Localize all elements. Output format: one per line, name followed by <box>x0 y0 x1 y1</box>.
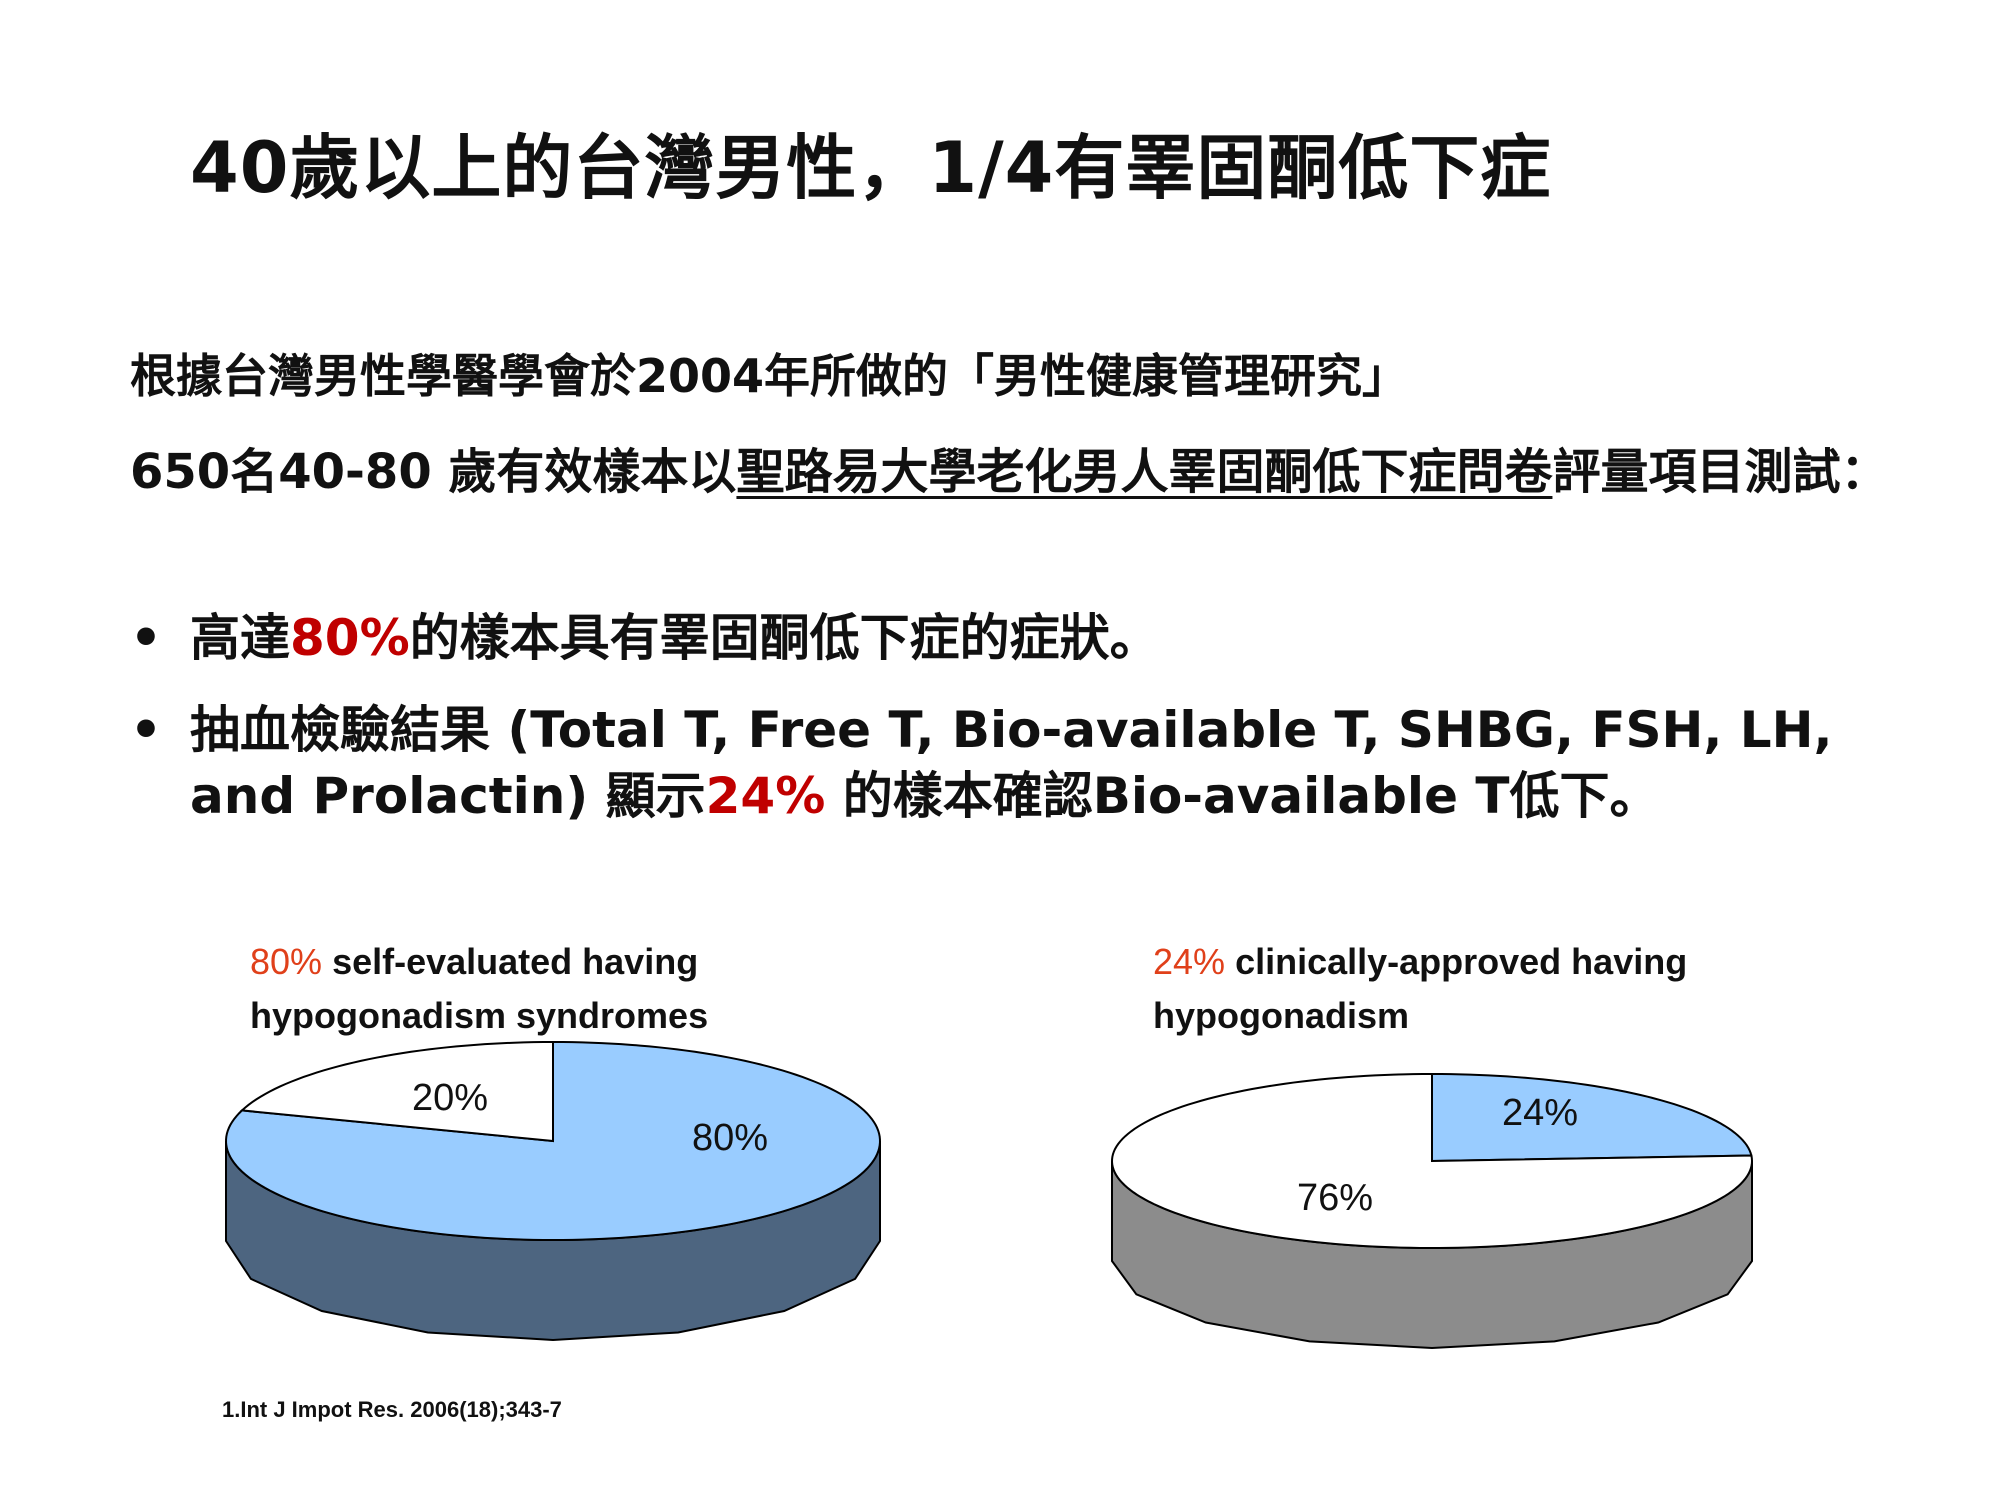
finding-symptoms: • 高達80%的樣本具有睪固酮低下症的症狀。 <box>130 605 1910 671</box>
pie1-side-edges <box>225 1141 881 1241</box>
finding-text: 高達 <box>190 609 290 667</box>
highlight-percent: 24% <box>705 767 826 825</box>
chart2-caption: 24% clinically-approved having hypogonad… <box>1153 935 1687 1043</box>
study-intro: 根據台灣男性學醫學會於2004年所做的「男性健康管理研究」 <box>130 349 1409 403</box>
pie1-label-1: 80% <box>692 1117 768 1159</box>
finding-text: 的樣本具有睪固酮低下症的症狀。 <box>409 609 1160 667</box>
pie1-label-2: 20% <box>412 1077 488 1119</box>
pie1-slice-2 <box>239 1040 554 1143</box>
findings-list: • 高達80%的樣本具有睪固酮低下症的症狀。 • 抽血檢驗結果 (Total T… <box>130 605 1910 855</box>
chart1-caption: 80% self-evaluated having hypogonadism s… <box>250 935 708 1043</box>
method-suffix: 評量項目測試： <box>1552 444 1889 500</box>
chart2-caption-line1: clinically-approved having <box>1225 941 1688 982</box>
bullet-mark: • <box>130 701 162 759</box>
chart2-caption-percent: 24% <box>1153 941 1226 982</box>
finding-text: 抽血檢驗結果 (Total T, Free T, Bio-available T… <box>190 701 1833 825</box>
pie2-side-edges <box>1111 1161 1753 1261</box>
pie2-label-2: 76% <box>1297 1177 1373 1219</box>
chart1-caption-line2: hypogonadism syndromes <box>250 995 709 1036</box>
questionnaire-name: 聖路易大學老化男人睪固酮低下症問卷 <box>736 444 1553 500</box>
pie2-slice-1 <box>1431 1072 1753 1163</box>
reference-footnote: 1.Int J Impot Res. 2006(18);343-7 <box>222 1397 562 1422</box>
finding-text: 的樣本確認Bio-available T低下。 <box>825 767 1660 825</box>
chart1-caption-percent: 80% <box>250 941 323 982</box>
finding-blood-test: • 抽血檢驗結果 (Total T, Free T, Bio-available… <box>130 697 1910 829</box>
chart2-caption-line2: hypogonadism <box>1153 995 1410 1036</box>
pie2-label-1: 24% <box>1502 1092 1578 1134</box>
bullet-mark: • <box>130 609 162 667</box>
method-prefix: 650名40-80 歲有效樣本以 <box>130 444 737 500</box>
chart1-caption-line1: self-evaluated having <box>322 941 699 982</box>
highlight-percent: 80% <box>290 609 410 667</box>
pie2-slice-2 <box>1111 1072 1754 1250</box>
slide-title: 40歲以上的台灣男性，1/4有睪固酮低下症 <box>190 127 1552 209</box>
study-method: 650名40-80 歲有效樣本以聖路易大學老化男人睪固酮低下症問卷評量項目測試： <box>130 440 1930 504</box>
